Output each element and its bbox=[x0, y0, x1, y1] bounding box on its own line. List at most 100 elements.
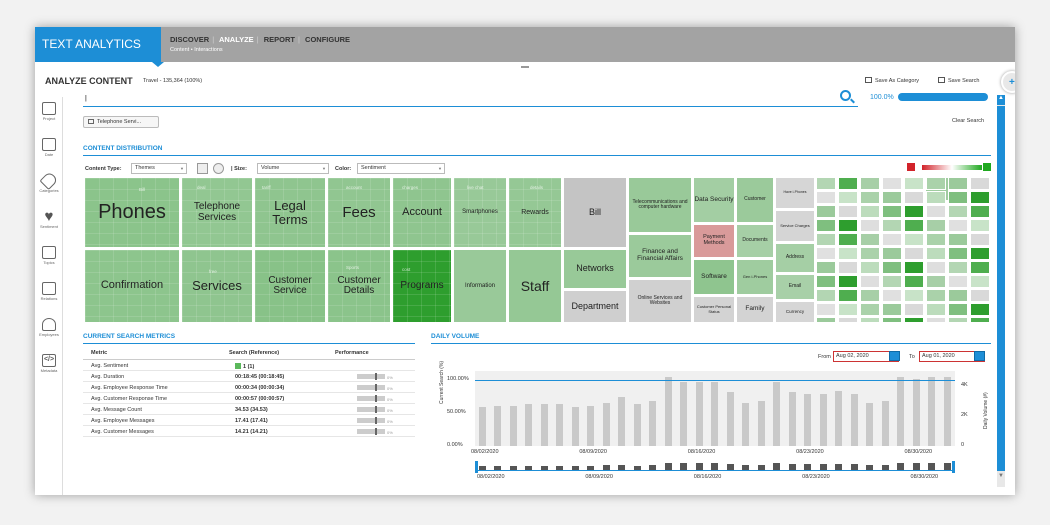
treemap-small-tile[interactable] bbox=[860, 289, 880, 302]
treemap-small-tile[interactable] bbox=[816, 317, 836, 323]
scroll-up-icon[interactable]: ▲ bbox=[997, 95, 1005, 105]
treemap-small-tile[interactable] bbox=[838, 177, 858, 190]
table-row[interactable]: Avg. Employee Response Time 00:00:34 (00:… bbox=[83, 382, 415, 393]
treemap-small-tile[interactable] bbox=[948, 219, 968, 232]
treemap-tile[interactable]: Customer Service bbox=[254, 249, 326, 323]
chart-bar[interactable] bbox=[819, 393, 827, 446]
treemap-tile[interactable]: Family bbox=[736, 296, 774, 323]
treemap-small-tile[interactable] bbox=[926, 247, 946, 260]
treemap-small-tile[interactable] bbox=[838, 219, 858, 232]
chart-bar[interactable] bbox=[726, 392, 734, 446]
treemap-tile[interactable]: Staff bbox=[508, 249, 562, 323]
chart-bar[interactable] bbox=[850, 393, 858, 446]
treemap-tile[interactable]: Legal Terms bbox=[254, 177, 326, 248]
treemap-small-tile[interactable] bbox=[904, 191, 924, 204]
chart-bar[interactable] bbox=[928, 377, 936, 446]
sidebar-item-relations[interactable]: Relations bbox=[35, 279, 63, 315]
chart-bar[interactable] bbox=[804, 393, 812, 446]
chart-bar[interactable] bbox=[602, 402, 610, 446]
nav-report[interactable]: REPORT bbox=[263, 35, 295, 44]
treemap-small-tile[interactable] bbox=[882, 233, 902, 246]
treemap-small-tile[interactable] bbox=[882, 275, 902, 288]
treemap-small-tile[interactable] bbox=[860, 191, 880, 204]
chart-bar[interactable] bbox=[680, 381, 688, 446]
treemap-small-tile[interactable] bbox=[860, 219, 880, 232]
treemap-small-tile[interactable] bbox=[882, 177, 902, 190]
treemap-small-tile[interactable] bbox=[970, 219, 990, 232]
treemap-small-tile[interactable] bbox=[948, 275, 968, 288]
range-navigator[interactable] bbox=[475, 461, 955, 473]
treemap-tile[interactable]: Finance and Financial Affairs bbox=[628, 234, 692, 278]
treemap-small-tile[interactable] bbox=[948, 247, 968, 260]
nav-configure[interactable]: CONFIGURE bbox=[305, 35, 351, 44]
treemap-small-tile[interactable] bbox=[860, 247, 880, 260]
chart-bar[interactable] bbox=[587, 405, 595, 446]
treemap-tile[interactable]: Customer Personal Status bbox=[693, 296, 735, 323]
treemap-small-tile[interactable] bbox=[904, 261, 924, 274]
treemap-small-tile[interactable] bbox=[860, 233, 880, 246]
nav-analyze[interactable]: ANALYZE bbox=[218, 35, 254, 44]
calendar-icon[interactable] bbox=[974, 351, 985, 361]
treemap-small-tile[interactable] bbox=[970, 275, 990, 288]
treemap-tile[interactable]: Bill bbox=[563, 177, 627, 248]
content-type-select[interactable]: Themes bbox=[131, 163, 187, 174]
treemap-small-tile[interactable] bbox=[948, 205, 968, 218]
treemap-small-tile[interactable] bbox=[970, 191, 990, 204]
treemap-small-tile[interactable] bbox=[860, 261, 880, 274]
treemap-tile[interactable]: Have i-Phones bbox=[775, 177, 815, 209]
treemap-small-tile[interactable] bbox=[882, 303, 902, 316]
treemap-small-tile[interactable] bbox=[904, 219, 924, 232]
treemap-small-tile[interactable] bbox=[970, 247, 990, 260]
treemap-tile[interactable]: Customer Details bbox=[327, 249, 391, 323]
treemap-tile[interactable]: Email bbox=[775, 274, 815, 300]
treemap-tile[interactable]: Telecommunications and computer hardware bbox=[628, 177, 692, 233]
search-icon[interactable] bbox=[840, 90, 851, 101]
table-row[interactable]: Avg. Employee Messages 17.41 (17.41) 0% bbox=[83, 415, 415, 426]
treemap-layout-button[interactable] bbox=[197, 163, 208, 174]
chart-bar[interactable] bbox=[711, 381, 719, 446]
treemap-small-tile[interactable] bbox=[926, 205, 946, 218]
treemap-tile[interactable]: Address bbox=[775, 243, 815, 273]
treemap-small-tile[interactable] bbox=[970, 289, 990, 302]
save-search-button[interactable]: Save Search bbox=[938, 77, 980, 84]
treemap-small-tile[interactable] bbox=[838, 289, 858, 302]
chart-bar[interactable] bbox=[881, 401, 889, 446]
gear-icon[interactable] bbox=[213, 163, 224, 174]
treemap-small-tile[interactable] bbox=[882, 289, 902, 302]
treemap-small-tile[interactable] bbox=[838, 247, 858, 260]
treemap-small-tile[interactable] bbox=[816, 289, 836, 302]
treemap-small-tile[interactable] bbox=[904, 205, 924, 218]
range-handle[interactable] bbox=[475, 461, 478, 473]
calendar-icon[interactable] bbox=[889, 351, 900, 361]
sub-nav[interactable]: Content • Interactions bbox=[170, 47, 223, 53]
treemap-small-tile[interactable] bbox=[926, 317, 946, 323]
chart-bar[interactable] bbox=[695, 381, 703, 446]
treemap-small-tile[interactable] bbox=[904, 303, 924, 316]
treemap-small-tile[interactable] bbox=[948, 317, 968, 323]
treemap-tile[interactable]: Fees bbox=[327, 177, 391, 248]
treemap-small-tile[interactable] bbox=[926, 233, 946, 246]
size-select[interactable]: Volume bbox=[257, 163, 329, 174]
add-panel-button[interactable]: + bbox=[1001, 71, 1015, 93]
treemap-small-tile[interactable] bbox=[904, 177, 924, 190]
treemap-small-tile[interactable] bbox=[970, 233, 990, 246]
treemap-small-tile[interactable] bbox=[904, 289, 924, 302]
treemap-small-tile[interactable] bbox=[926, 219, 946, 232]
treemap-small-tile[interactable] bbox=[926, 289, 946, 302]
treemap-tile[interactable]: Smartphones bbox=[453, 177, 507, 248]
treemap-small-tile[interactable] bbox=[948, 191, 968, 204]
treemap-tile[interactable]: Information bbox=[453, 249, 507, 323]
treemap-small-tile[interactable] bbox=[838, 261, 858, 274]
chart-bar[interactable] bbox=[912, 378, 920, 446]
treemap-tile[interactable]: Payment Methods bbox=[693, 224, 735, 258]
save-as-category-button[interactable]: Save As Category bbox=[865, 77, 919, 84]
treemap-small-tile[interactable] bbox=[948, 303, 968, 316]
sidebar-item-sentiment[interactable]: ♥ Sentiment bbox=[35, 207, 63, 243]
color-select[interactable]: Sentiment bbox=[357, 163, 445, 174]
treemap-small-tile[interactable] bbox=[860, 177, 880, 190]
treemap-small-tile[interactable] bbox=[970, 317, 990, 323]
treemap-small-tile[interactable] bbox=[816, 205, 836, 218]
chart-bar[interactable] bbox=[540, 404, 548, 446]
treemap-tile[interactable]: Service Charges bbox=[775, 210, 815, 242]
treemap-small-tile[interactable] bbox=[970, 205, 990, 218]
